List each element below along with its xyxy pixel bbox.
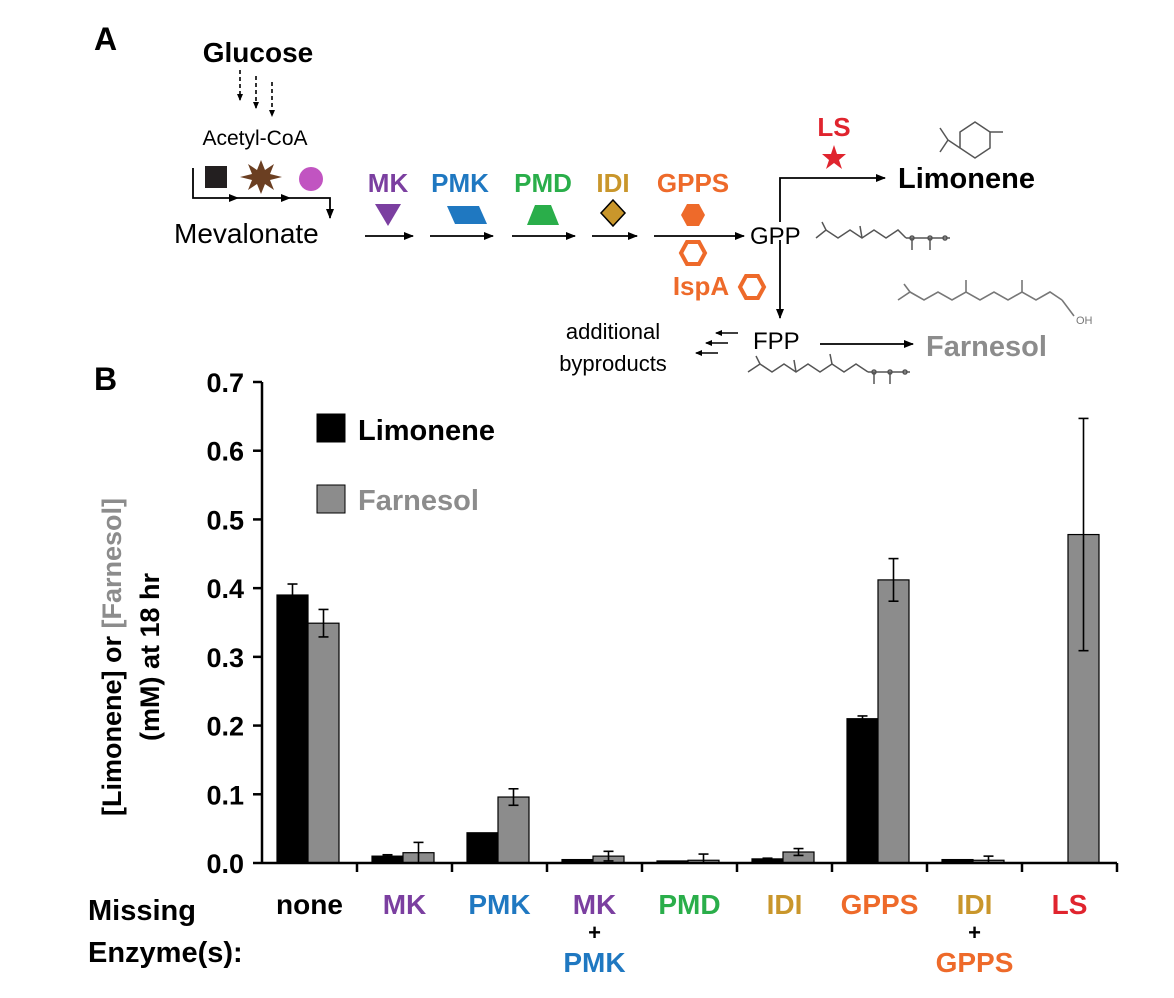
y-tick-label: 0.1 — [206, 780, 244, 810]
gpp-structure — [815, 221, 950, 250]
legend-label-limonene: Limonene — [358, 415, 495, 447]
farnesol-structure — [897, 280, 1075, 317]
gpps-hexagon-icon — [681, 204, 705, 226]
oh-label: OH — [1076, 315, 1093, 327]
enzyme-label-idi: IDI — [596, 168, 629, 198]
ispa-hexagon-icon — [678, 240, 708, 266]
upper-pathway-circle-icon — [299, 167, 323, 191]
error-bar-limonene-1 — [287, 583, 298, 607]
x-category-plus: + — [968, 920, 981, 945]
byproducts-line1: additional — [566, 319, 660, 344]
x-category-label-second: GPPS — [936, 947, 1014, 978]
y-axis-title-limonene: [Limonene] — [97, 671, 127, 817]
glucose-label: Glucose — [203, 37, 313, 68]
y-tick-label: 0.0 — [206, 849, 244, 879]
upper-pathway-star-icon — [240, 160, 282, 194]
bars — [276, 417, 1119, 872]
y-tick-label: 0.5 — [206, 505, 244, 535]
panel-b: B [Limonene] or [Farnesol] (mM) at 18 hr… — [88, 361, 1119, 978]
error-bar-limonene-2 — [382, 853, 393, 859]
limonene-product-label: Limonene — [898, 163, 1035, 195]
enzyme-label-pmk: PMK — [431, 168, 489, 198]
mk-triangle-icon — [375, 204, 401, 226]
legend: Limonene Farnesol — [316, 413, 495, 517]
enzyme-label-mk: MK — [368, 168, 409, 198]
x-category-label: PMD — [658, 889, 720, 920]
y-tick-label: 0.3 — [206, 643, 244, 673]
x-category-label: none — [276, 889, 343, 920]
ls-star-icon — [822, 145, 846, 169]
x-category-label: IDI — [957, 889, 993, 920]
error-bar-farnesol-1 — [318, 608, 329, 638]
enzyme-label-pmd: PMD — [514, 168, 572, 198]
gpp-label: GPP — [750, 223, 801, 250]
upper-pathway-square-icon — [205, 166, 227, 188]
mevalonate-label: Mevalonate — [174, 218, 319, 249]
legend-label-farnesol: Farnesol — [358, 485, 479, 517]
y-tick-label: 0.2 — [206, 712, 244, 742]
y-axis-title-line1: [Limonene] or [Farnesol] — [97, 498, 127, 816]
bar-limonene-1 — [276, 594, 309, 864]
panel-a: A Glucose Acetyl-CoA Mevalonate MK PMK P… — [94, 21, 1093, 384]
panel-a-label: A — [94, 21, 117, 57]
y-tick-label: 0.6 — [206, 437, 244, 467]
error-bar-farnesol-6 — [793, 847, 804, 857]
x-category-label: MK — [383, 889, 427, 920]
y-axis-ticks: 0.0 0.1 0.2 0.3 0.4 0.5 0.6 0.7 — [206, 368, 262, 879]
bar-farnesol-7 — [877, 579, 910, 864]
enzyme-label-ls: LS — [817, 112, 850, 142]
panel-b-label: B — [94, 361, 117, 397]
y-tick-label: 0.4 — [206, 574, 244, 604]
bar-farnesol-1 — [307, 622, 340, 864]
acetyl-coa-label: Acetyl-CoA — [202, 127, 307, 150]
enzyme-label-gpps: GPPS — [657, 168, 729, 198]
x-category-label: MK — [573, 889, 617, 920]
ispa-hexagon-icon-2 — [737, 274, 767, 300]
bar-limonene-3 — [466, 832, 499, 864]
y-axis-title-farnesol: [Farnesol] — [97, 498, 127, 629]
x-category-label-second: PMK — [563, 947, 625, 978]
fpp-structure — [747, 353, 910, 384]
x-axis-title-line2: Enzyme(s): — [88, 937, 243, 969]
limonene-structure — [939, 121, 1003, 159]
x-category-label: GPPS — [841, 889, 919, 920]
y-axis-title-or: or — [97, 629, 127, 671]
x-category-label: PMK — [468, 889, 530, 920]
bar-limonene-7 — [846, 718, 879, 864]
upper-pathway-arrows — [192, 168, 334, 219]
bar-farnesol-3 — [497, 796, 530, 864]
limonene-arrow — [779, 174, 886, 222]
error-bar-farnesol-4 — [603, 850, 614, 862]
x-category-label: IDI — [767, 889, 803, 920]
legend-swatch-limonene — [316, 413, 346, 443]
pmd-trapezoid-icon — [527, 205, 559, 225]
glucose-dashed-arrows — [237, 70, 275, 117]
y-axis-title-line2: (mM) at 18 hr — [135, 572, 165, 741]
error-bar-limonene-6 — [762, 857, 773, 861]
x-category-plus: + — [588, 920, 601, 945]
fpp-label: FPP — [753, 328, 800, 355]
error-bar-farnesol-9 — [1078, 417, 1089, 652]
y-tick-label: 0.7 — [206, 368, 244, 398]
farnesol-product-label: Farnesol — [926, 331, 1047, 363]
legend-swatch-farnesol — [316, 484, 346, 514]
error-bar-farnesol-3 — [508, 787, 519, 807]
pmk-parallelogram-icon — [447, 206, 487, 224]
error-bar-limonene-7 — [857, 715, 868, 723]
idi-diamond-icon — [599, 198, 627, 228]
enzyme-label-ispa: IspA — [673, 271, 730, 301]
x-axis-title-line1: Missing — [88, 895, 196, 927]
error-bar-farnesol-7 — [888, 557, 899, 602]
byproduct-arrows — [695, 330, 738, 356]
x-category-label: LS — [1052, 889, 1088, 920]
byproducts-line2: byproducts — [559, 351, 667, 376]
